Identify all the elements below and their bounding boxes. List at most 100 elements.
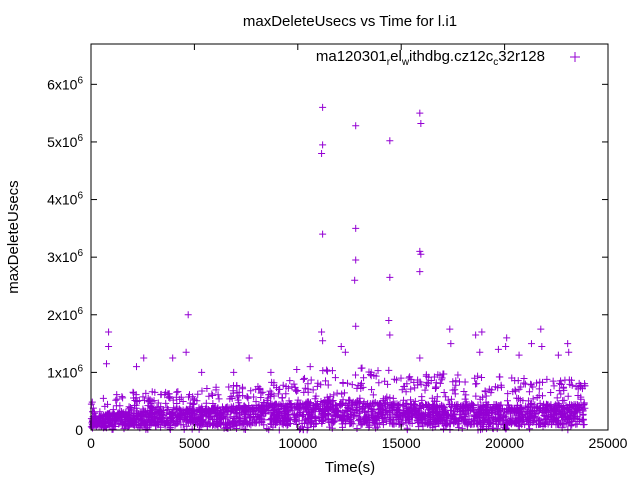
data-point (318, 416, 326, 424)
legend-series-label: ma120301relwithdbg.cz12cc32r128 (316, 48, 545, 68)
data-point-outlier (132, 363, 140, 371)
data-point (472, 392, 480, 400)
data-point (106, 415, 114, 423)
data-point (393, 403, 401, 411)
data-point (470, 403, 478, 411)
data-point-outlier (416, 109, 424, 117)
data-point (477, 405, 485, 413)
data-point (121, 421, 129, 429)
data-point (324, 381, 332, 389)
data-point (344, 403, 352, 411)
data-point-outlier (169, 354, 177, 362)
data-point (556, 379, 564, 387)
data-point (342, 417, 350, 425)
data-point (212, 386, 220, 394)
data-point (278, 394, 286, 402)
x-axis: 0 5000 10000 15000 20000 25000 (87, 44, 628, 451)
data-point (490, 400, 498, 408)
data-point-outlier (478, 328, 486, 336)
data-point (451, 411, 459, 419)
data-point (233, 393, 241, 401)
data-point (365, 422, 373, 430)
legend-marker-plus (570, 52, 580, 62)
data-point (502, 425, 510, 433)
data-point (358, 420, 366, 428)
data-point (418, 393, 426, 401)
data-point (507, 419, 515, 427)
data-point (354, 412, 362, 420)
data-point (566, 380, 574, 388)
data-point (482, 398, 490, 406)
data-point (330, 409, 338, 417)
data-point (337, 401, 345, 409)
data-point (440, 425, 448, 433)
data-point (295, 404, 303, 412)
data-point (352, 371, 360, 379)
data-point (429, 408, 437, 416)
data-point (132, 411, 140, 419)
data-point (126, 403, 134, 411)
data-point (288, 406, 296, 414)
data-point (557, 381, 565, 389)
data-point (443, 417, 451, 425)
data-point (223, 403, 231, 411)
data-point (449, 378, 457, 386)
data-point (346, 396, 354, 404)
data-point (312, 392, 320, 400)
data-point (99, 417, 107, 425)
data-point (487, 419, 495, 427)
data-point (254, 404, 262, 412)
data-point (406, 419, 414, 427)
data-point (336, 400, 344, 408)
data-point (276, 385, 284, 393)
data-point (527, 381, 535, 389)
data-point (279, 405, 287, 413)
data-point (241, 418, 249, 426)
data-point (166, 394, 174, 402)
data-point (559, 420, 567, 428)
data-point (411, 400, 419, 408)
data-point (230, 418, 238, 426)
data-point (302, 400, 310, 408)
data-point (333, 402, 341, 410)
data-point (117, 416, 125, 424)
data-point (414, 407, 422, 415)
data-point (526, 425, 534, 433)
data-point (433, 412, 441, 420)
data-point (434, 416, 442, 424)
data-point (250, 412, 258, 420)
legend: ma120301relwithdbg.cz12cc32r128 (316, 48, 580, 68)
data-point-outlier (198, 368, 206, 376)
data-point (270, 379, 278, 387)
data-point-outlier (103, 360, 111, 368)
data-point (417, 401, 425, 409)
data-point (535, 392, 543, 400)
data-point (227, 408, 235, 416)
data-point (402, 388, 410, 396)
data-point (190, 400, 198, 408)
data-point (471, 416, 479, 424)
data-point (523, 406, 531, 414)
data-point (254, 383, 262, 391)
data-point (393, 411, 401, 419)
chart-title: maxDeleteUsecs vs Time for l.i1 (243, 13, 457, 30)
data-point (327, 405, 335, 413)
data-point (190, 410, 198, 418)
data-point (481, 387, 489, 395)
data-point (189, 393, 197, 401)
data-point (385, 366, 393, 374)
data-point (447, 395, 455, 403)
data-point (358, 379, 366, 387)
data-point (579, 415, 587, 423)
data-point (329, 396, 337, 404)
data-point (453, 403, 461, 411)
data-point (454, 371, 462, 379)
plot-frame (90, 43, 609, 431)
data-point (433, 415, 441, 423)
data-point (572, 404, 580, 412)
data-point (527, 380, 535, 388)
data-point (382, 417, 390, 425)
data-point (517, 383, 525, 391)
data-point (422, 371, 430, 379)
data-point (463, 415, 471, 423)
